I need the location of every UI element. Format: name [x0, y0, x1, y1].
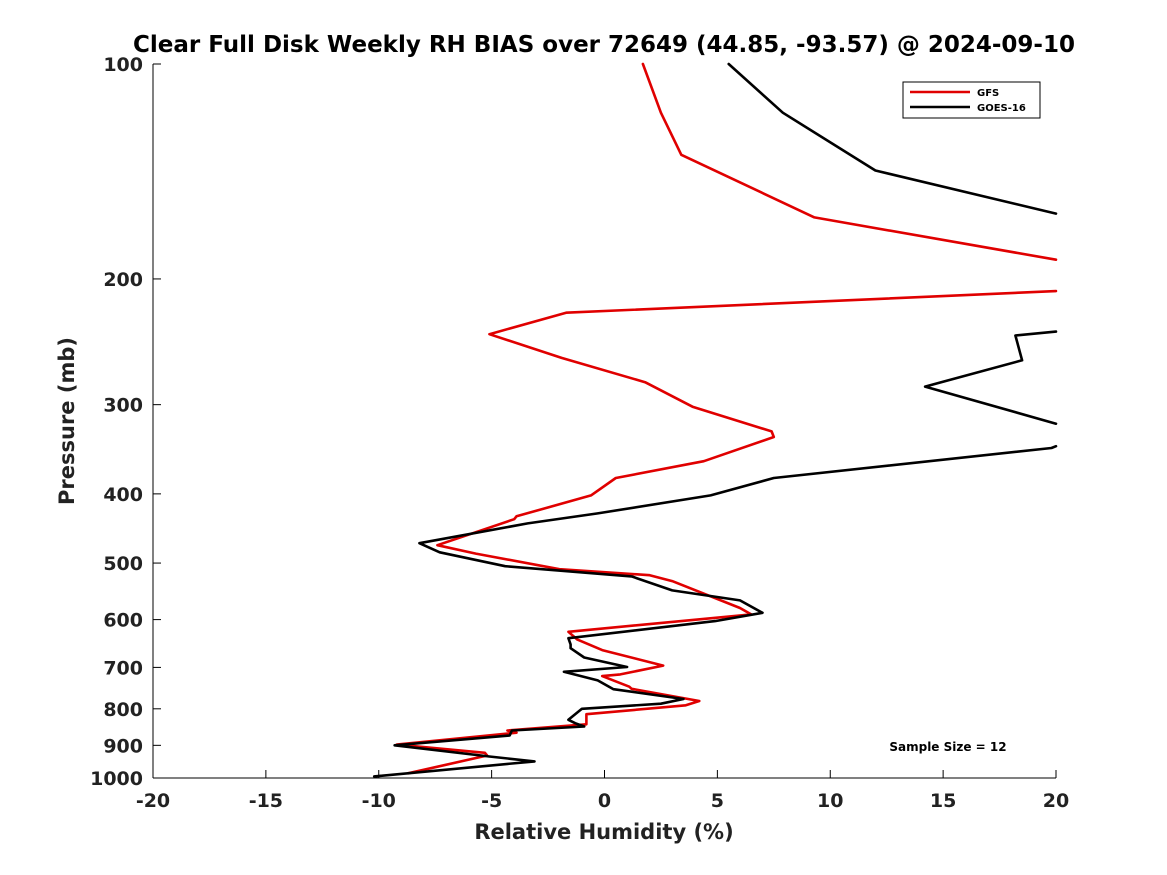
x-axis-label: Relative Humidity (%): [474, 820, 733, 844]
legend-items: GFS GOES-16: [910, 88, 1026, 114]
plot-background: [153, 64, 1056, 778]
x-tick-label: 15: [930, 790, 956, 812]
y-tick-label: 500: [103, 553, 143, 575]
y-tick-label: 400: [103, 484, 143, 506]
y-tick-label: 300: [103, 395, 143, 417]
series-layer: [372, 62, 1058, 778]
legend-label: GOES-16: [977, 103, 1026, 114]
y-ticks: 100 200 300 400 500 600 700 800 900 1000: [90, 54, 161, 790]
y-tick-label: 200: [103, 269, 143, 291]
series-line-gfs: [395, 62, 1058, 775]
x-tick-label: -10: [362, 790, 396, 812]
legend: GFS GOES-16: [902, 81, 1041, 119]
x-tick-label: 20: [1043, 790, 1069, 812]
legend-box: [902, 81, 1041, 119]
x-tick-label: 10: [817, 790, 843, 812]
y-tick-label: 900: [103, 735, 143, 757]
y-tick-label: 1000: [90, 768, 143, 790]
series-line-goes-16: [372, 62, 1058, 778]
y-tick-label: 100: [103, 54, 143, 76]
x-tick-label: -15: [249, 790, 283, 812]
sample-size-annotation: Sample Size = 12: [889, 740, 1006, 754]
x-tick-label: -5: [481, 790, 502, 812]
x-tick-label: -20: [136, 790, 170, 812]
chart-title: Clear Full Disk Weekly RH BIAS over 7264…: [133, 32, 1075, 58]
x-tick-label: 0: [598, 790, 611, 812]
x-ticks: -20 -15 -10 -5 0 5 10 15 20: [136, 770, 1069, 812]
y-tick-label: 600: [103, 610, 143, 632]
x-tick-label: 5: [711, 790, 724, 812]
y-tick-label: 800: [103, 699, 143, 721]
y-axis-label: Pressure (mb): [55, 337, 79, 505]
plot-area: [152, 62, 1058, 779]
legend-label: GFS: [977, 88, 999, 99]
y-tick-label: 700: [103, 657, 143, 679]
